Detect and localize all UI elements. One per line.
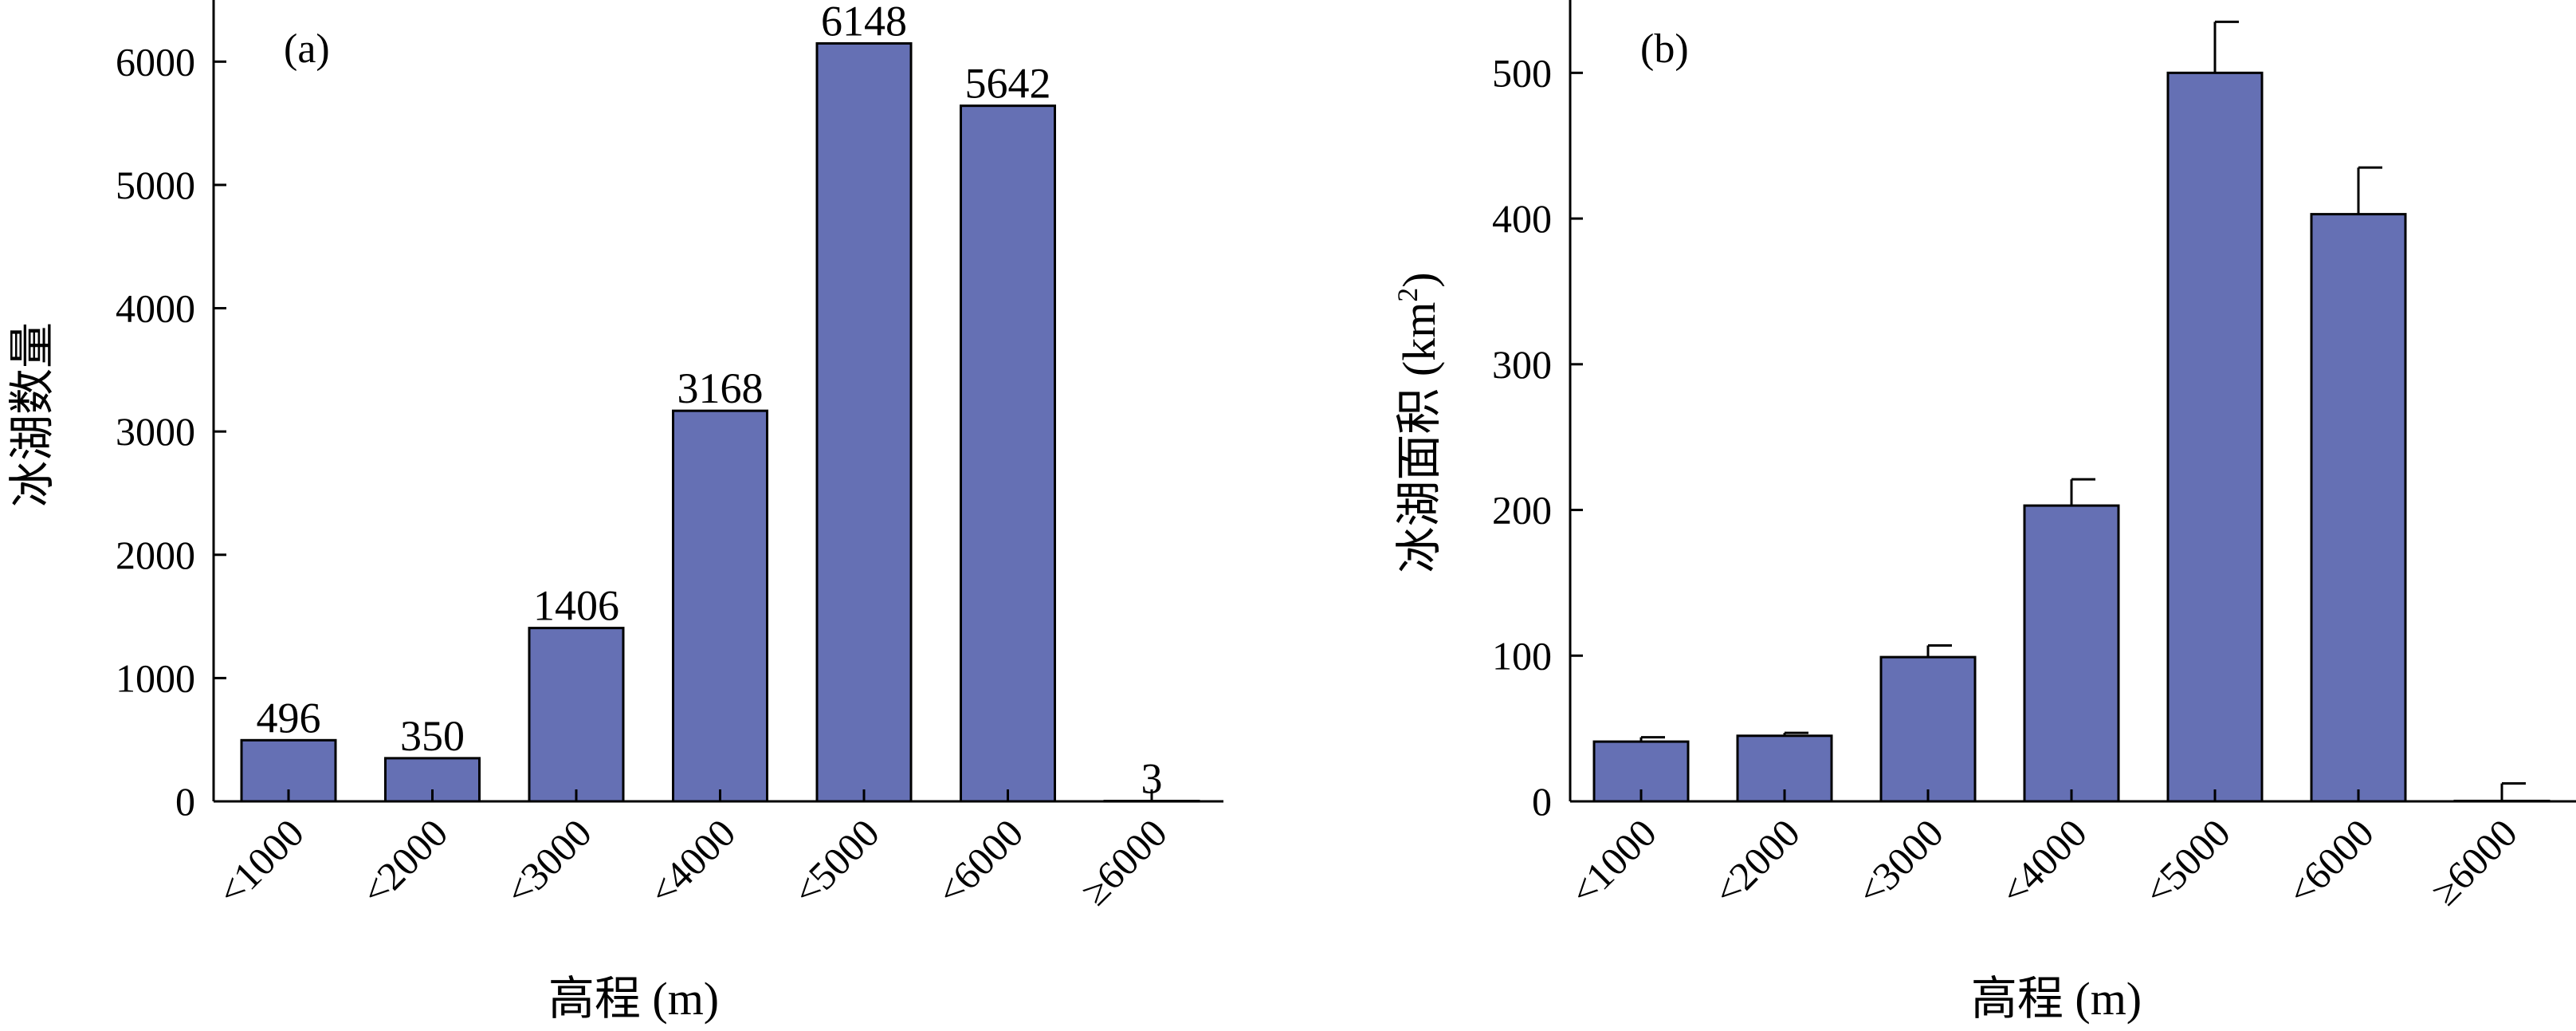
panel-b-x-tick-label: <4000 — [1992, 810, 2095, 914]
panel-a-data-label: 1406 — [533, 582, 619, 630]
panel-b-x-axis-title: 高程 (m) — [1971, 973, 2142, 1025]
panel-b-label: (b) — [1640, 26, 1689, 72]
panel-a-y-axis-title: 冰湖数量 — [6, 322, 58, 507]
panel-a-y-tick-label: 1000 — [116, 655, 195, 700]
panel-b-x-tick-label: ≥6000 — [2422, 810, 2526, 914]
panel-b-y-axis-title-main: 冰湖面积 (km — [1393, 302, 1445, 573]
panel-b-bar — [1879, 655, 1977, 803]
panel-a-x-axis-title: 高程 (m) — [548, 973, 719, 1025]
panel-a-x-tick-label: <4000 — [640, 810, 744, 914]
panel-b-x-tick-label: <5000 — [2135, 810, 2239, 914]
panel-b-bar — [2310, 213, 2407, 803]
panel-b-x-tick-label: <2000 — [1705, 810, 1808, 914]
panel-a-data-label: 3168 — [677, 364, 764, 412]
panel-b-bars — [1592, 71, 2550, 803]
panel-a-x-tick-label: <2000 — [352, 810, 456, 914]
panel-a-y-ticks: 0 1000 2000 3000 4000 5000 6000 — [116, 39, 226, 824]
panel-a-data-label: 6148 — [821, 0, 907, 45]
panel-b-y-axis-title-end: ) — [1393, 272, 1445, 287]
panel-b-y-axis-title-sup: 2 — [1392, 288, 1423, 302]
panel-a-bars — [240, 41, 1200, 803]
panel-a-x-tick-label: <6000 — [928, 810, 1031, 914]
panel-a-bar — [672, 409, 768, 803]
panel-b-y-tick-label: 500 — [1492, 50, 1552, 95]
panel-b-bar — [2023, 504, 2120, 803]
panel-a-bar — [960, 104, 1056, 803]
panel-b-y-tick-label: 100 — [1492, 633, 1552, 678]
panel-a-y-tick-label: 3000 — [116, 409, 195, 454]
panel-a-x-tick-label: <3000 — [497, 810, 600, 914]
panel-a-bar — [528, 627, 625, 803]
panel-a-data-label: 496 — [257, 694, 321, 742]
panel-b-y-tick-label: 300 — [1492, 342, 1552, 387]
panel-a-y-tick-label: 5000 — [116, 163, 195, 207]
panel-b-y-axis-title: 冰湖面积 (km2) — [1392, 272, 1445, 573]
panel-a-y-tick-label: 6000 — [116, 39, 195, 84]
panel-a-bar — [815, 41, 913, 803]
panel-a-data-label: 350 — [400, 712, 465, 760]
panel-b-axes — [1569, 0, 2576, 803]
panel-b-x-tick-label: <1000 — [1561, 810, 1665, 914]
panel-a-data-label: 5642 — [965, 60, 1051, 108]
panel-b-y-tick-label: 400 — [1492, 196, 1552, 241]
panel-b-x-tick-label: <6000 — [2279, 810, 2382, 914]
panel-a-y-tick-label: 4000 — [116, 286, 195, 331]
panel-a-y-tick-label: 2000 — [116, 533, 195, 577]
panel-b-chart: 0 100 200 300 400 500 <1000 <2000 <3000 <4000 <50… — [1392, 0, 2576, 1025]
panel-a-x-ticks: <1000 <2000 <3000 <4000 <5000 <6000 ≥6000 — [209, 789, 1176, 914]
panel-a-x-tick-label: <1000 — [209, 810, 312, 914]
panel-a-x-tick-label: <5000 — [784, 810, 888, 914]
panel-a-axes — [212, 0, 1223, 803]
panel-a-label: (a) — [284, 26, 330, 72]
panel-b-y-tick-label: 0 — [1532, 779, 1552, 824]
panel-b-x-ticks: <1000 <2000 <3000 <4000 <5000 <6000 ≥6000 — [1561, 789, 2526, 914]
panel-b-x-tick-label: <3000 — [1848, 810, 1952, 914]
panel-b-y-ticks: 0 100 200 300 400 500 — [1492, 50, 1583, 824]
panel-b-bar — [2166, 71, 2264, 803]
panel-a-x-tick-label: ≥6000 — [1072, 810, 1176, 914]
panel-a-y-tick-label: 0 — [175, 779, 195, 824]
panel-b-y-tick-label: 200 — [1492, 488, 1552, 533]
